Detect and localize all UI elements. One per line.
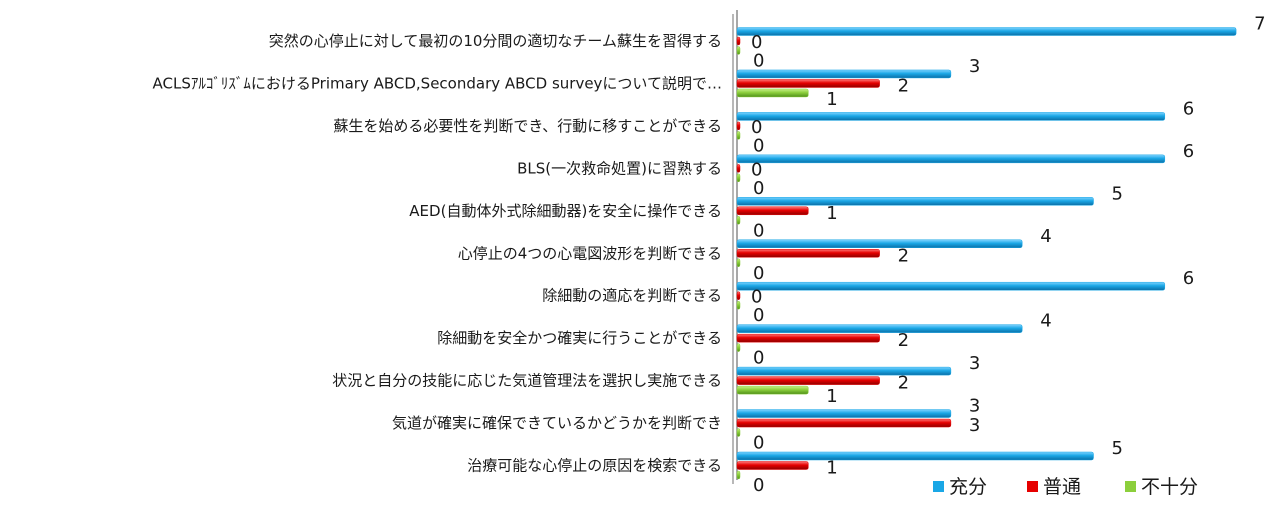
category-label: 突然の心停止に対して最初の10分間の適切なチーム蘇生を習得する	[269, 32, 722, 50]
data-label: 3	[969, 415, 980, 436]
data-label: 4	[1040, 226, 1051, 247]
data-label: 1	[826, 458, 837, 479]
data-label: 0	[751, 287, 762, 308]
data-label: 0	[751, 117, 762, 138]
bar-普通	[736, 36, 741, 46]
legend-swatch	[1125, 481, 1136, 492]
bar-普通	[736, 291, 741, 300]
bar-普通	[736, 461, 809, 470]
data-label: 5	[1112, 438, 1123, 459]
bar-不十分	[736, 131, 741, 140]
category-axis-labels: 突然の心停止に対して最初の10分間の適切なチーム蘇生を習得する ACLSｱﾙｺﾞﾘ…	[153, 32, 722, 475]
category-label: 状況と自分の技能に応じた気道管理法を選択し実施できる	[332, 372, 722, 390]
bars	[736, 27, 1237, 480]
data-labels: 700 321 600 600 510 420 600 420 321 330 510	[751, 14, 1266, 497]
bar-不十分	[736, 300, 741, 310]
data-label: 3	[969, 353, 980, 374]
data-label: 1	[826, 386, 837, 407]
data-label: 2	[898, 330, 909, 351]
data-label: 0	[753, 51, 764, 72]
data-label: 0	[753, 135, 764, 156]
bar-充分	[736, 112, 1166, 121]
data-label: 4	[1040, 311, 1051, 332]
data-label: 0	[753, 263, 764, 284]
legend-swatch	[1027, 481, 1038, 492]
category-label: 治療可能な心停止の原因を検索できる	[467, 457, 722, 475]
data-label: 3	[969, 56, 980, 77]
data-label: 6	[1183, 141, 1194, 162]
legend-label: 充分	[949, 476, 987, 498]
data-label: 0	[751, 159, 762, 180]
category-label: 除細動を安全かつ確実に行うことができる	[437, 329, 722, 347]
legend-swatch	[933, 481, 944, 492]
bar-普通	[736, 164, 741, 173]
bar-充分	[736, 197, 1094, 206]
data-label: 2	[898, 75, 909, 96]
bar-充分	[736, 451, 1094, 461]
category-label: 気道が確実に確保できているかどうかを判断でき	[392, 414, 722, 432]
legend-label: 普通	[1043, 476, 1081, 498]
data-label: 0	[753, 348, 764, 369]
data-label: 0	[751, 32, 762, 53]
data-label: 1	[826, 203, 837, 224]
category-label: 蘇生を始める必要性を判断でき、行動に移すことができる	[333, 117, 722, 135]
bar-普通	[736, 249, 880, 258]
category-label: ACLSｱﾙｺﾞﾘｽﾞﾑにおけるPrimary ABCD,Secondary A…	[153, 74, 722, 92]
data-label: 5	[1112, 183, 1123, 204]
bar-充分	[736, 154, 1166, 164]
data-label: 0	[753, 220, 764, 241]
category-label: 心停止の4つの心電図波形を判断できる	[458, 244, 722, 262]
bar-普通	[736, 333, 880, 343]
bar-充分	[736, 281, 1166, 291]
legend: 充分 普通 不十分	[933, 476, 1198, 498]
bar-普通	[736, 206, 809, 216]
data-label: 1	[826, 89, 837, 110]
bar-不十分	[736, 88, 809, 98]
category-label: BLS(一次救命処置)に習熟する	[517, 159, 722, 177]
bar-不十分	[736, 428, 741, 437]
bar-不十分	[736, 173, 741, 183]
bar-不十分	[736, 343, 741, 352]
category-label: AED(自動体外式除細動器)を安全に操作できる	[409, 202, 722, 220]
bar-充分	[736, 69, 952, 79]
bar-充分	[736, 239, 1023, 248]
bar-不十分	[736, 470, 741, 480]
bar-充分	[736, 409, 952, 418]
bar-不十分	[736, 258, 741, 267]
bar-充分	[736, 324, 1023, 333]
bar-不十分	[736, 46, 741, 55]
data-label: 2	[898, 373, 909, 394]
bar-不十分	[736, 385, 809, 395]
data-label: 0	[753, 178, 764, 199]
category-label: 除細動の適応を判断できる	[542, 287, 722, 305]
data-label: 0	[753, 433, 764, 454]
data-label: 6	[1183, 98, 1194, 119]
bar-充分	[736, 27, 1237, 36]
data-label: 6	[1183, 268, 1194, 289]
data-label: 2	[898, 245, 909, 266]
legend-label: 不十分	[1141, 476, 1198, 498]
bar-普通	[736, 376, 880, 385]
bar-普通	[736, 121, 741, 131]
bar-不十分	[736, 216, 741, 225]
bar-充分	[736, 366, 952, 376]
bar-普通	[736, 418, 952, 428]
bar-普通	[736, 79, 880, 88]
data-label: 3	[969, 396, 980, 417]
data-label: 7	[1254, 14, 1265, 35]
data-label: 0	[753, 305, 764, 326]
data-label: 0	[753, 475, 764, 496]
value-axis-line	[732, 10, 738, 484]
